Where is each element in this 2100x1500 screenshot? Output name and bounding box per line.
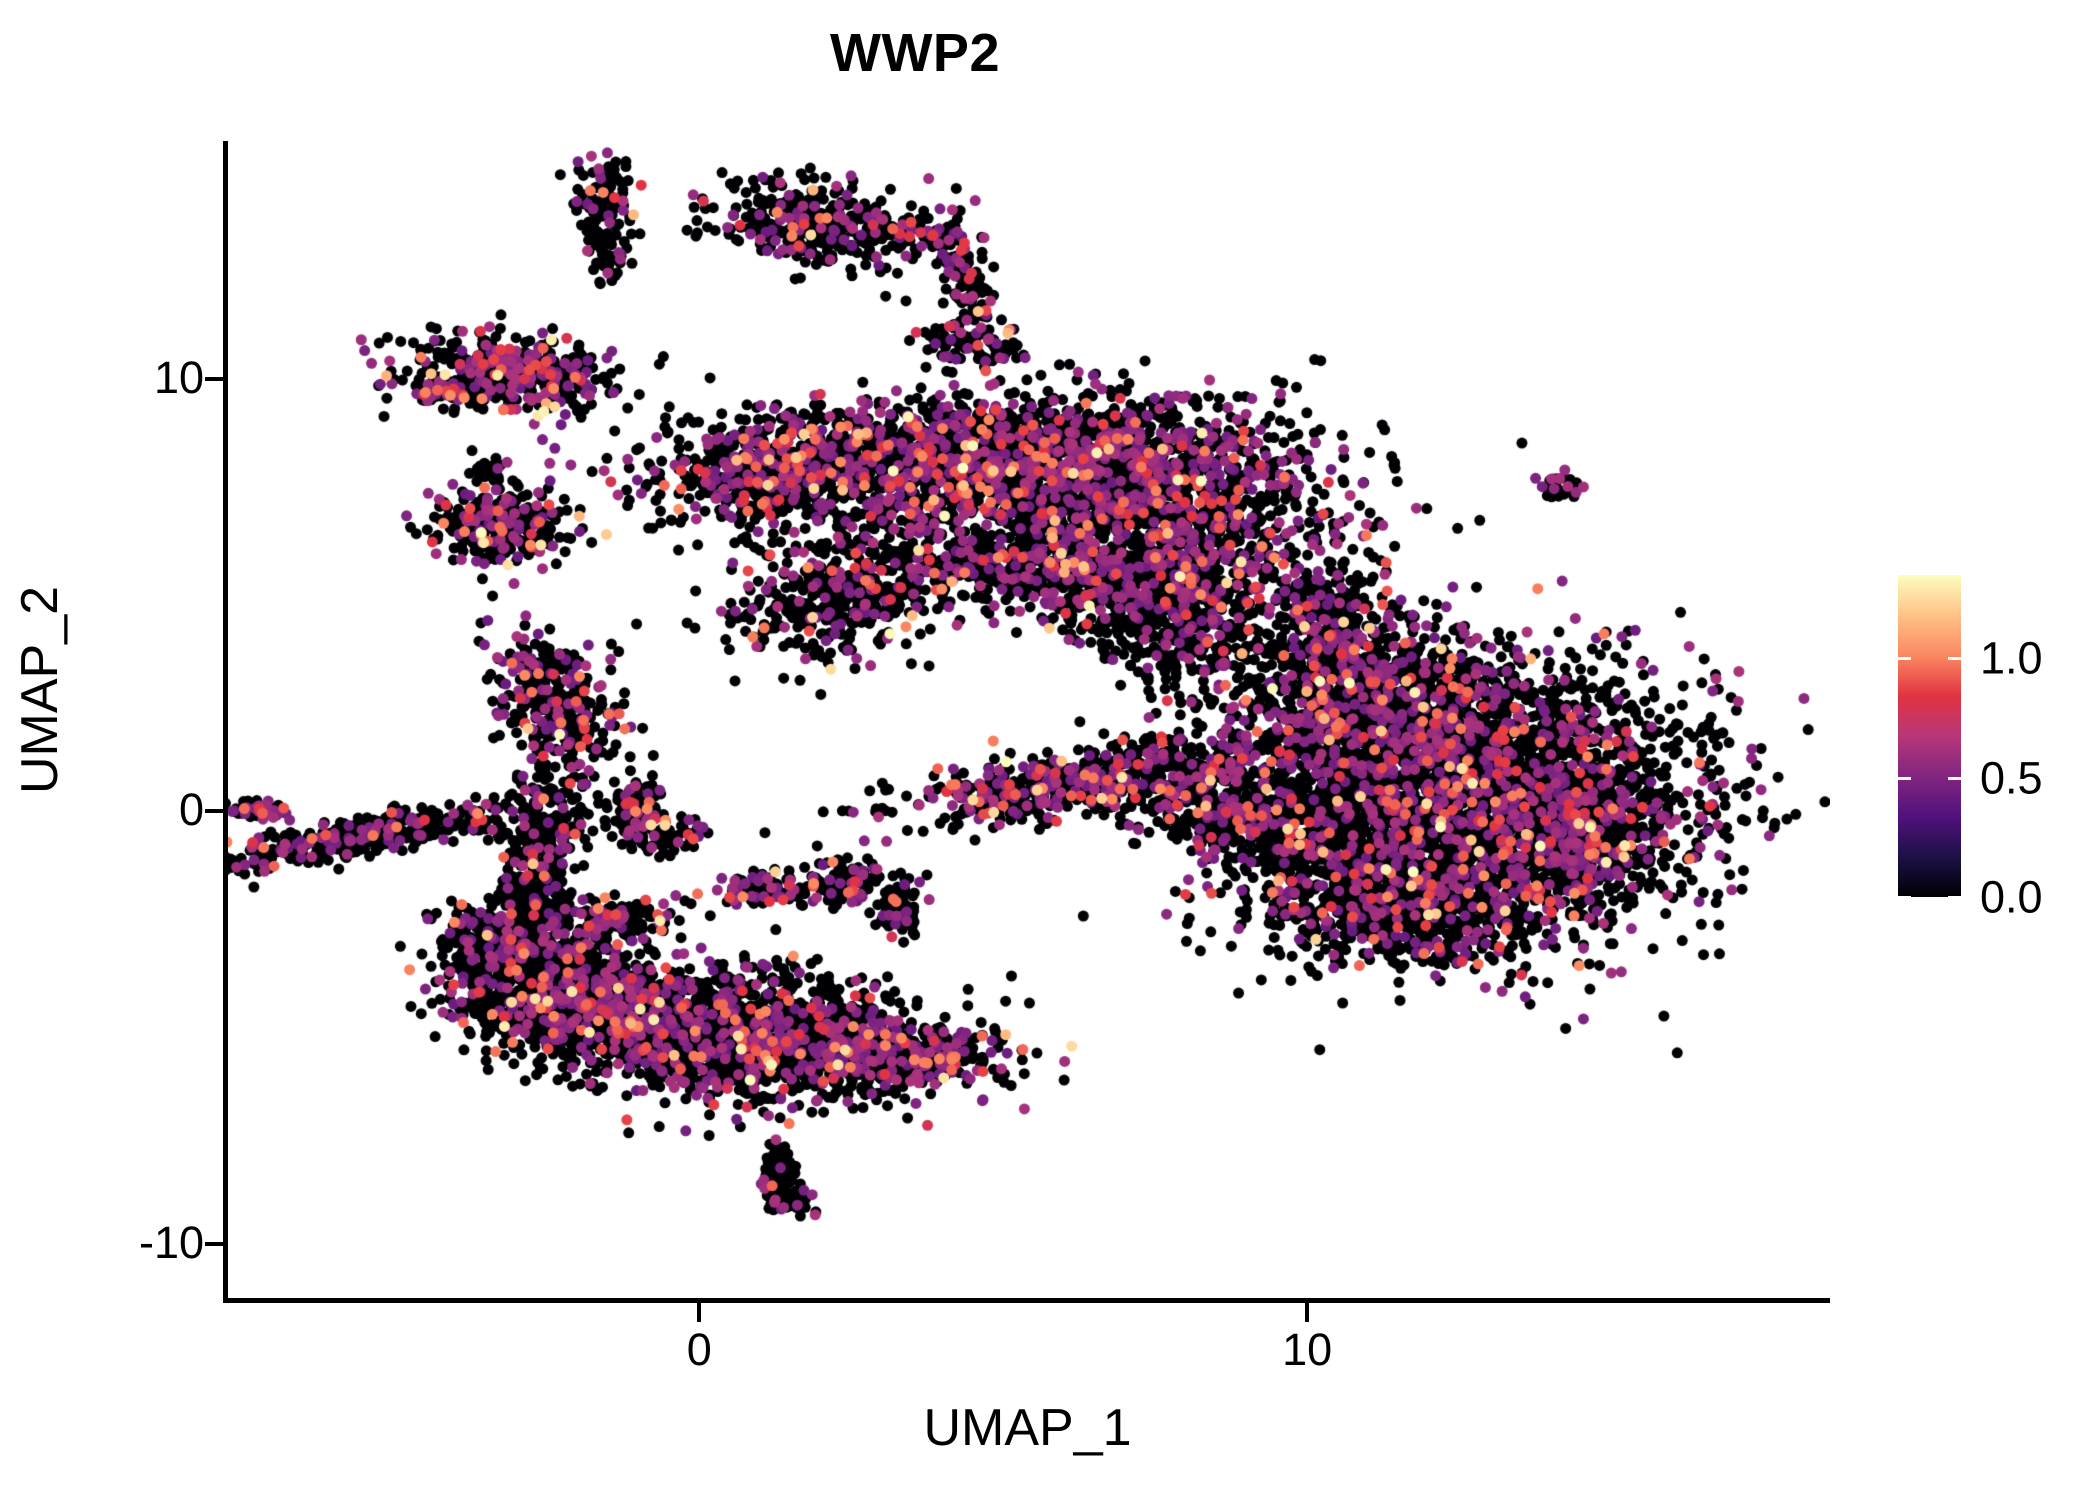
scatter-plot-canvas xyxy=(225,141,1830,1300)
x-axis-line xyxy=(223,1298,1830,1303)
y-tick-mark xyxy=(205,809,224,814)
legend-tick-label: 0.5 xyxy=(1980,752,2043,804)
x-tick-label: 0 xyxy=(686,1324,712,1375)
y-tick-label: 10 xyxy=(153,351,204,403)
y-axis-line xyxy=(223,141,228,1303)
legend-tick-label: 1.0 xyxy=(1980,632,2043,684)
legend-tick-label: 0.0 xyxy=(1980,871,2043,923)
color-legend: 1.0 0.5 0.0 xyxy=(1898,575,2098,920)
y-tick-mark xyxy=(205,376,224,381)
legend-tick-mark xyxy=(1948,776,1961,780)
y-axis-title: UMAP_2 xyxy=(11,585,69,795)
legend-tick-mark xyxy=(1948,657,1961,661)
x-tick-mark xyxy=(697,1303,702,1322)
legend-tick-mark xyxy=(1898,776,1911,780)
y-tick-label: -10 xyxy=(138,1216,204,1268)
y-tick-label: 0 xyxy=(178,784,204,836)
x-tick-mark xyxy=(1305,1303,1310,1322)
legend-tick-mark xyxy=(1948,896,1961,899)
x-tick-label: 10 xyxy=(1282,1324,1333,1375)
page-title: WWP2 xyxy=(830,23,1000,83)
legend-tick-mark xyxy=(1898,896,1911,899)
y-tick-mark xyxy=(205,1241,224,1246)
x-axis-title: UMAP_1 xyxy=(923,1399,1132,1457)
legend-colorbar xyxy=(1898,575,1961,897)
plot-panel xyxy=(225,141,1830,1300)
legend-tick-mark xyxy=(1898,657,1911,661)
